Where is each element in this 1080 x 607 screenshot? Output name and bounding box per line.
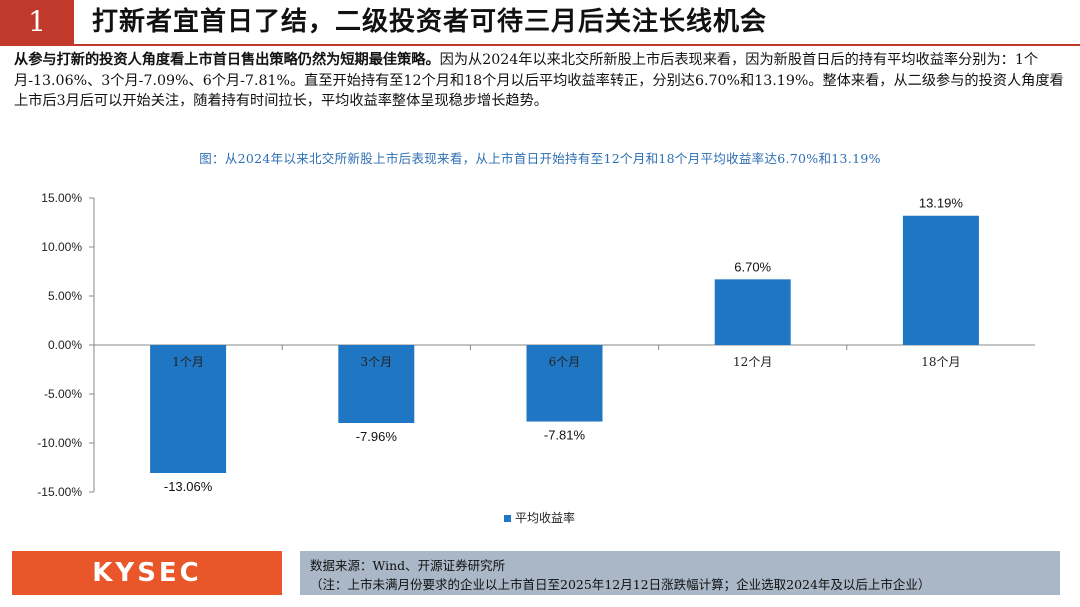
y-tick-label: -5.00% (44, 387, 82, 401)
legend-label: 平均收益率 (515, 510, 575, 525)
bar (902, 215, 979, 345)
title-bar: 1 打新者宜首日了结，二级投资者可待三月后关注长线机会 (0, 0, 1080, 44)
category-label: 1个月 (172, 355, 204, 369)
data-label: -7.96% (356, 429, 398, 444)
page-title: 打新者宜首日了结，二级投资者可待三月后关注长线机会 (92, 7, 768, 37)
y-tick-label: -15.00% (37, 485, 82, 499)
title-divider (0, 44, 1080, 46)
source-line-1: 数据来源：Wind、开源证券研究所 (310, 558, 506, 573)
category-label: 6个月 (549, 355, 581, 369)
bar (526, 345, 603, 422)
footer: KYSEC 数据来源：Wind、开源证券研究所 （注：上市未满月份要求的企业以上… (0, 551, 1080, 595)
category-label: 18个月 (921, 355, 960, 369)
data-label: -13.06% (164, 479, 213, 494)
bar (150, 345, 227, 473)
bar (338, 345, 415, 424)
data-label: -7.81% (544, 428, 586, 443)
kysec-logo: KYSEC (12, 551, 282, 595)
category-label: 3个月 (360, 355, 392, 369)
y-tick-label: 0.00% (48, 338, 82, 352)
figure-caption: 图：从2024年以来北交所新股上市后表现来看，从上市首日开始持有至12个月和18… (199, 151, 881, 166)
intro-body: 因为从2024年以来北交所新股上市后表现来看，因为新股首日后的持有平均收益率分别… (14, 52, 1064, 109)
intro-paragraph: 从参与打新的投资人角度看上市首日售出策略仍然为短期最佳策略。因为从2024年以来… (14, 50, 1066, 112)
source-line-2: （注：上市未满月份要求的企业以上市首日至2025年12月12日涨跌幅计算；企业选… (310, 577, 931, 592)
legend-swatch (504, 515, 511, 522)
y-tick-label: 10.00% (41, 240, 82, 254)
source-box: 数据来源：Wind、开源证券研究所 （注：上市未满月份要求的企业以上市首日至20… (300, 551, 1060, 595)
data-label: 6.70% (734, 259, 771, 274)
bar-chart: 15.00% 10.00% 5.00% 0.00% -5.00% -10.00% -15.0… (37, 191, 1035, 525)
y-tick-label: 15.00% (41, 191, 82, 205)
y-tick-label: 5.00% (48, 289, 82, 303)
data-label: 13.19% (919, 196, 964, 211)
bar (714, 279, 791, 345)
category-label: 12个月 (733, 355, 772, 369)
section-number: 1 (0, 0, 74, 44)
y-tick-label: -10.00% (37, 436, 82, 450)
intro-bold-lead: 从参与打新的投资人角度看上市首日售出策略仍然为短期最佳策略。 (14, 52, 440, 68)
